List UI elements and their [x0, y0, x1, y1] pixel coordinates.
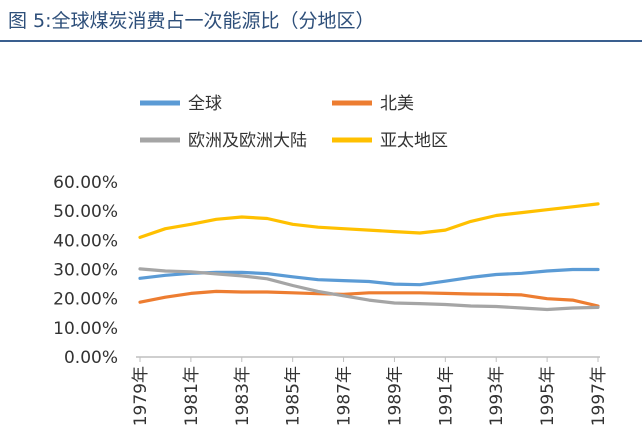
figure-title: 图 5:全球煤炭消费占一次能源比（分地区） [8, 10, 375, 32]
x-tick-label: 1987年 [335, 366, 355, 426]
x-tick-label: 1981年 [182, 366, 202, 426]
legend-label: 亚太地区 [380, 131, 448, 151]
y-tick-label: 40.00% [53, 231, 118, 251]
series-line-3 [138, 267, 600, 312]
y-axis-ticks: 0.00% 10.00% 20.00% 30.00% 40.00% 50.00% 60.00… [53, 173, 118, 368]
x-axis-ticks: 1979年 1981年 1983年 1985年 1987年 1989年 1991年 1993年… [131, 357, 609, 426]
legend-label: 北美 [380, 94, 414, 114]
series-line-2 [138, 289, 600, 308]
y-tick-label: 50.00% [53, 202, 118, 222]
x-tick-label: 1995年 [538, 366, 558, 426]
series-line-4 [138, 202, 600, 239]
y-tick-label: 20.00% [53, 290, 118, 310]
x-tick-label: 1983年 [233, 366, 253, 426]
x-tick-label: 1997年 [589, 366, 609, 426]
x-tick-label: 1979年 [131, 366, 151, 426]
title-rule [0, 40, 642, 42]
x-tick-label: 1991年 [436, 366, 456, 426]
x-tick-label: 1989年 [385, 366, 405, 426]
x-tick-label: 1985年 [284, 366, 304, 426]
y-tick-label: 10.00% [53, 319, 118, 339]
y-tick-label: 0.00% [64, 348, 118, 368]
series-lines [138, 202, 600, 312]
legend-label: 欧洲及欧洲大陆 [188, 131, 307, 151]
legend-label: 全球 [188, 94, 222, 114]
x-tick-label: 1993年 [487, 366, 507, 426]
y-tick-label: 60.00% [53, 173, 118, 193]
y-tick-label: 30.00% [53, 261, 118, 281]
